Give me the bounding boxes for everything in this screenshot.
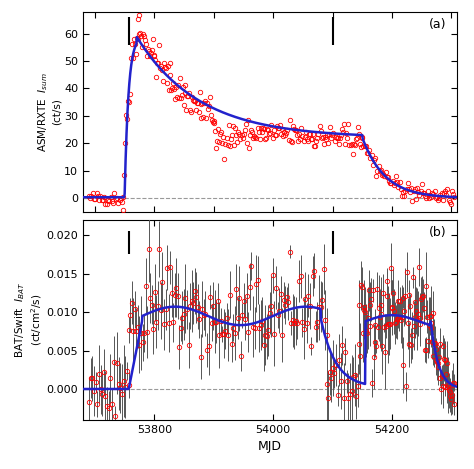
Y-axis label: ASM/RXTE  $I_{sum}$
(ct/s): ASM/RXTE $I_{sum}$ (ct/s) (36, 72, 61, 151)
Text: (b): (b) (428, 226, 446, 239)
X-axis label: MJD: MJD (258, 440, 282, 453)
Y-axis label: BAT/Swift  $I_{BAT}$
(ct/cm$^2$/s): BAT/Swift $I_{BAT}$ (ct/cm$^2$/s) (13, 281, 44, 358)
Text: (a): (a) (428, 18, 446, 31)
